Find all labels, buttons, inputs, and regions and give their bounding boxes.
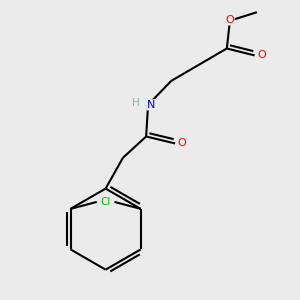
Text: O: O — [257, 50, 266, 60]
Text: Cl: Cl — [101, 197, 111, 207]
Text: N: N — [147, 100, 155, 110]
Text: H: H — [132, 98, 140, 108]
Text: O: O — [178, 138, 186, 148]
Text: O: O — [226, 15, 234, 25]
Text: Cl: Cl — [100, 197, 110, 207]
